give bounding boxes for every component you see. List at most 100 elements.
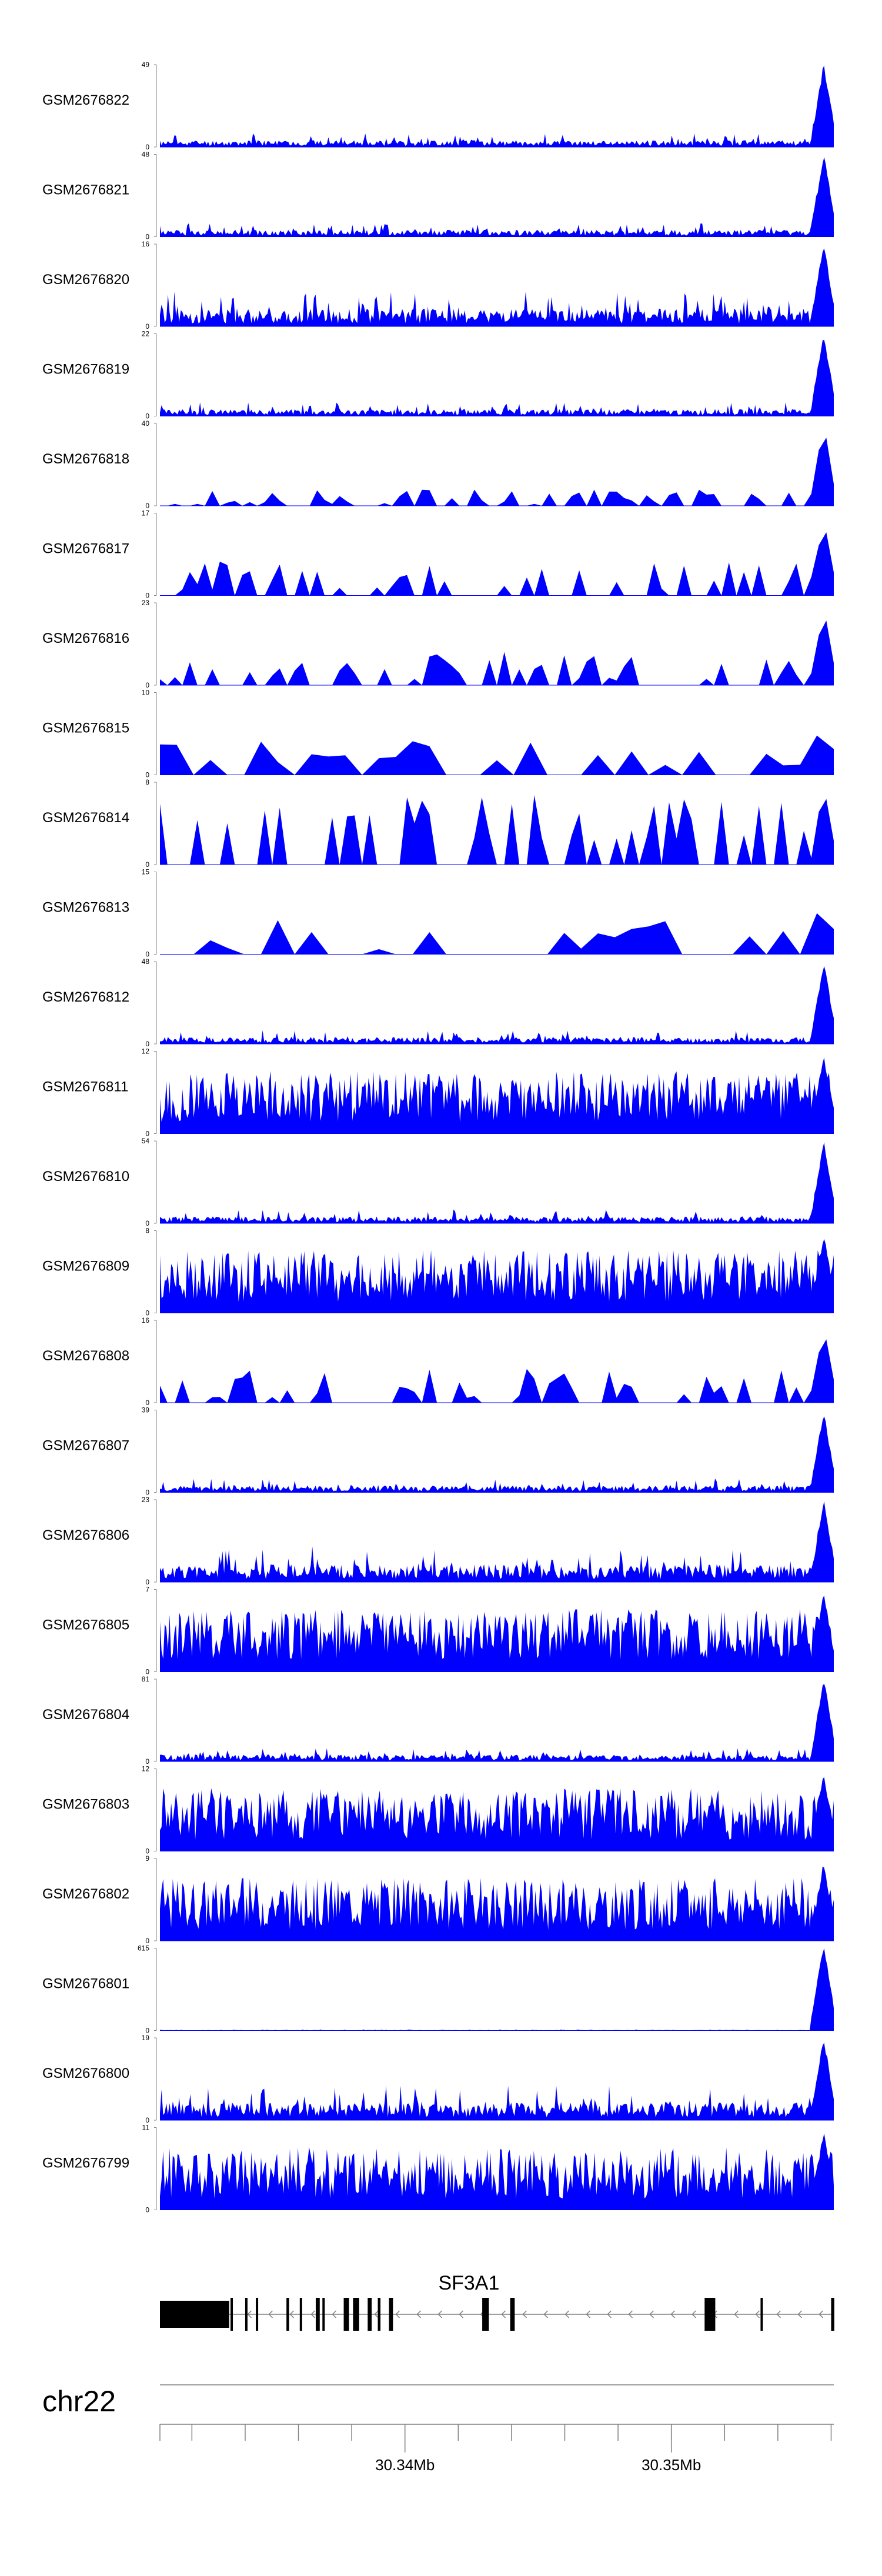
track-label: GSM2676803 [42, 1797, 129, 1813]
y-min-tick-label: 0 [145, 1847, 149, 1856]
track-GSM2676822: GSM2676822 49 0 [42, 61, 834, 151]
gene-exon [230, 2298, 233, 2331]
gene-exon [315, 2298, 320, 2331]
y-max-tick-label: 17 [142, 509, 150, 518]
track-label: GSM2676801 [42, 1976, 129, 1992]
y-max-tick-label: 15 [142, 868, 150, 876]
strand-arrow [543, 2310, 549, 2318]
track-label: GSM2676810 [42, 1169, 129, 1184]
coverage-area [160, 1683, 834, 1761]
track-GSM2676810: GSM2676810 54 0 [42, 1137, 834, 1227]
track-GSM2676803: GSM2676803 12 0 [42, 1765, 834, 1856]
track-GSM2676819: GSM2676819 22 0 [42, 330, 834, 421]
y-max-tick-label: 54 [142, 1137, 150, 1145]
coverage-area [160, 1339, 834, 1403]
y-min-tick-label: 0 [145, 1489, 149, 1497]
y-min-tick-label: 0 [145, 143, 149, 151]
coverage-area [160, 1866, 834, 1941]
track-GSM2676808: GSM2676808 16 0 [42, 1316, 834, 1407]
y-max-tick-label: 8 [145, 778, 149, 786]
y-min-tick-label: 0 [145, 2116, 149, 2124]
track-GSM2676802: GSM2676802 9 0 [42, 1854, 834, 1945]
track-GSM2676804: GSM2676804 81 0 [42, 1675, 834, 1766]
coverage-area [160, 1142, 834, 1223]
track-label: GSM2676821 [42, 182, 129, 198]
track-label: GSM2676802 [42, 1886, 129, 1902]
strand-arrow [416, 2310, 422, 2318]
strand-arrow [501, 2310, 506, 2318]
track-label: GSM2676800 [42, 2066, 129, 2081]
y-max-tick-label: 22 [142, 330, 150, 338]
track-GSM2676818: GSM2676818 40 0 [42, 419, 834, 510]
y-min-tick-label: 0 [145, 1937, 149, 1945]
y-max-tick-label: 10 [142, 689, 150, 697]
gene-model-track: SF3A1 [160, 2272, 834, 2331]
genome-axis-track: chr22 30.34Mb 30.35Mb [42, 2384, 834, 2474]
track-GSM2676800: GSM2676800 19 0 [42, 2034, 834, 2124]
strand-arrow [310, 2310, 316, 2318]
gene-exon [482, 2298, 489, 2331]
y-min-tick-label: 0 [145, 412, 149, 421]
gene-exon [343, 2298, 349, 2331]
track-label: GSM2676816 [42, 630, 129, 646]
y-min-tick-label: 0 [145, 950, 149, 959]
track-label: GSM2676809 [42, 1259, 129, 1274]
gene-exon [760, 2298, 763, 2331]
coverage-area [160, 620, 834, 685]
track-GSM2676817: GSM2676817 17 0 [42, 509, 834, 600]
track-label: GSM2676818 [42, 451, 129, 467]
strand-arrow [628, 2310, 633, 2318]
coverage-area [160, 1501, 834, 1582]
gene-exon [299, 2298, 302, 2331]
strand-arrow [374, 2310, 379, 2318]
track-GSM2676806: GSM2676806 23 0 [42, 1496, 834, 1586]
y-min-tick-label: 0 [145, 592, 149, 600]
coverage-area [160, 532, 834, 596]
strand-arrow [797, 2310, 803, 2318]
track-GSM2676811: GSM2676811 12 0 [42, 1047, 834, 1138]
track-label: GSM2676813 [42, 900, 129, 916]
strand-arrow [691, 2310, 697, 2318]
strand-arrow [289, 2310, 295, 2318]
y-min-tick-label: 0 [145, 2027, 149, 2035]
strand-arrow [586, 2310, 591, 2318]
track-label: GSM2676815 [42, 720, 129, 736]
coverage-area [160, 1057, 834, 1134]
gene-exon [704, 2298, 716, 2331]
strand-arrow [607, 2310, 612, 2318]
y-max-tick-label: 12 [142, 1765, 150, 1773]
coverage-area [160, 157, 834, 237]
strand-arrow [332, 2310, 337, 2318]
track-GSM2676821: GSM2676821 48 0 [42, 151, 834, 241]
coverage-area [160, 2133, 834, 2210]
axis-tick-label: 30.35Mb [642, 2456, 701, 2474]
coverage-area [160, 65, 834, 147]
y-min-tick-label: 0 [145, 322, 149, 331]
coverage-area [160, 1239, 834, 1313]
y-max-tick-label: 615 [138, 1944, 149, 1953]
track-label: GSM2676822 [42, 92, 129, 108]
strand-arrow [755, 2310, 760, 2318]
y-max-tick-label: 40 [142, 419, 150, 428]
strand-arrow [437, 2310, 443, 2318]
y-max-tick-label: 8 [145, 1227, 149, 1235]
gene-name-label: SF3A1 [438, 2272, 499, 2294]
coverage-area [160, 2043, 834, 2120]
y-min-tick-label: 0 [145, 1399, 149, 1407]
y-min-tick-label: 0 [145, 1309, 149, 1317]
coverage-tracks: GSM2676822490GSM2676821480GSM2676820160G… [42, 61, 834, 2214]
track-GSM2676816: GSM2676816 23 0 [42, 599, 834, 689]
chromosome-label: chr22 [42, 2385, 116, 2418]
y-max-tick-label: 48 [142, 957, 150, 966]
gene-exon [377, 2298, 381, 2331]
gene-exon [831, 2298, 834, 2331]
track-label: GSM2676808 [42, 1348, 129, 1364]
coverage-area [160, 1948, 834, 2031]
y-max-tick-label: 48 [142, 151, 150, 159]
coverage-area [160, 1777, 834, 1851]
track-label: GSM2676812 [42, 989, 129, 1005]
y-min-tick-label: 0 [145, 771, 149, 779]
y-max-tick-label: 81 [142, 1675, 150, 1683]
track-label: GSM2676806 [42, 1527, 129, 1543]
